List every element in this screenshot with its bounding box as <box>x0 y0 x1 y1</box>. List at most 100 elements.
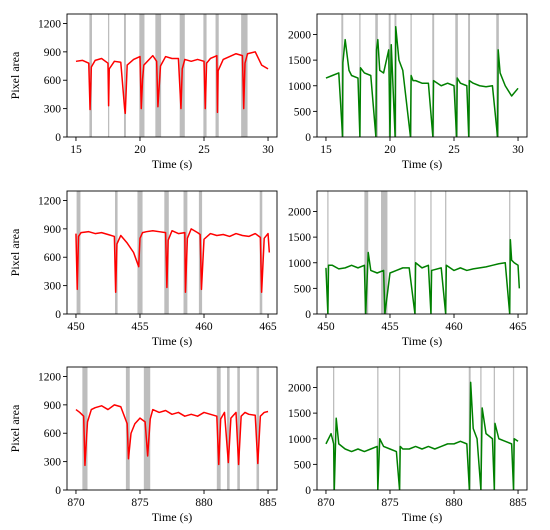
x-tick-label: 20 <box>134 144 146 156</box>
x-axis-label: Time (s) <box>152 334 193 348</box>
x-tick-label: 450 <box>317 321 335 333</box>
y-tick-label: 0 <box>305 309 311 321</box>
shaded-interval-2 <box>364 191 369 314</box>
x-tick-label: 25 <box>198 144 210 156</box>
x-axis-label: Time (s) <box>402 334 443 348</box>
shaded-interval-8 <box>455 14 458 137</box>
shaded-interval-1 <box>82 367 88 490</box>
y-tick-label: 900 <box>44 224 62 236</box>
x-tick-label: 15 <box>320 144 332 156</box>
shaded-interval-1 <box>333 367 335 490</box>
shaded-interval-3 <box>143 367 151 490</box>
y-tick-label: 0 <box>305 132 311 144</box>
shaded-interval-6 <box>237 367 240 490</box>
x-axis-label: Time (s) <box>402 510 443 524</box>
y-tick-label: 500 <box>294 106 312 118</box>
y-tick-label: 2000 <box>288 383 311 395</box>
shaded-interval-5 <box>155 14 162 137</box>
x-tick-label: 880 <box>195 497 213 509</box>
y-tick-label: 500 <box>294 283 312 295</box>
x-tick-label: 885 <box>259 497 277 509</box>
series-line-1 <box>75 51 269 115</box>
shaded-interval-4 <box>414 191 416 314</box>
shaded-interval-7 <box>256 367 260 490</box>
y-tick-label: 1200 <box>38 18 61 30</box>
axes-frame <box>66 190 278 315</box>
y-tick-label: 2000 <box>288 30 311 42</box>
x-tick-label: 15 <box>70 144 82 156</box>
shaded-interval-7 <box>432 14 435 137</box>
chart-panel-5: 870 875 880 885 0 300 600 900 1200 Time (s) Pixel … <box>8 366 278 524</box>
chart-panel-3: 450 455 460 465 0 300 600 900 1200 Time (s) Pixel … <box>8 190 278 348</box>
y-tick-label: 0 <box>55 485 61 497</box>
y-tick-label: 0 <box>55 309 61 321</box>
x-tick-label: 460 <box>445 321 463 333</box>
shaded-interval-6 <box>445 191 447 314</box>
x-axis-label: Time (s) <box>152 157 193 171</box>
x-tick-label: 30 <box>512 144 524 156</box>
y-tick-label: 600 <box>44 252 62 264</box>
shaded-interval-9 <box>468 14 471 137</box>
shaded-interval-3 <box>398 367 401 490</box>
y-axis-label: Pixel area <box>8 404 22 452</box>
y-tick-label: 300 <box>44 104 62 116</box>
y-tick-label: 1200 <box>38 371 61 383</box>
x-tick-label: 885 <box>509 497 527 509</box>
y-tick-label: 500 <box>294 459 312 471</box>
series-line-1 <box>75 404 269 467</box>
y-tick-label: 1200 <box>38 195 61 207</box>
axes-frame <box>66 366 278 491</box>
shaded-interval-4 <box>139 14 145 137</box>
series-line-1 <box>75 228 271 293</box>
y-tick-label: 1500 <box>288 232 311 244</box>
x-tick-label: 465 <box>259 321 277 333</box>
chart-panel-6: 870 875 880 885 0 500 1000 1500 2000 Time (s) <box>288 366 528 524</box>
x-tick-label: 875 <box>131 497 149 509</box>
shaded-interval-2 <box>377 367 379 490</box>
x-tick-label: 30 <box>262 144 274 156</box>
shaded-interval-1 <box>327 191 329 314</box>
shaded-interval-5 <box>480 367 482 490</box>
axes-frame <box>316 366 528 491</box>
y-tick-label: 1500 <box>288 55 311 67</box>
x-tick-label: 880 <box>445 497 463 509</box>
shaded-interval-3 <box>381 191 388 314</box>
axes-frame <box>316 13 528 138</box>
y-tick-label: 1000 <box>288 258 311 270</box>
x-tick-label: 450 <box>67 321 85 333</box>
axes-frame <box>316 190 528 315</box>
x-tick-label: 25 <box>448 144 460 156</box>
x-tick-label: 455 <box>131 321 149 333</box>
shaded-interval-3 <box>123 14 126 137</box>
y-tick-label: 1500 <box>288 408 311 420</box>
y-tick-label: 300 <box>44 281 62 293</box>
y-tick-label: 1000 <box>288 81 311 93</box>
series-line-1 <box>325 26 519 137</box>
y-axis-label: Pixel area <box>8 228 22 276</box>
y-tick-label: 0 <box>55 132 61 144</box>
y-tick-label: 600 <box>44 75 62 87</box>
x-tick-label: 875 <box>381 497 399 509</box>
chart-panel-4: 450 455 460 465 0 500 1000 1500 2000 Time (s) <box>288 190 528 348</box>
x-tick-label: 20 <box>384 144 396 156</box>
y-tick-label: 900 <box>44 400 62 412</box>
x-tick-label: 460 <box>195 321 213 333</box>
x-tick-label: 870 <box>317 497 335 509</box>
x-axis-label: Time (s) <box>402 157 443 171</box>
y-tick-label: 1000 <box>288 434 311 446</box>
x-axis-label: Time (s) <box>152 510 193 524</box>
y-tick-label: 2000 <box>288 207 311 219</box>
shaded-interval-5 <box>227 367 230 490</box>
axes-frame <box>66 13 278 138</box>
shaded-interval-5 <box>430 191 432 314</box>
chart-panel-2: 15 20 25 30 0 500 1000 1500 2000 Time (s) <box>288 13 528 171</box>
x-tick-label: 870 <box>67 497 85 509</box>
series-line-1 <box>325 238 521 314</box>
y-axis-label: Pixel area <box>8 51 22 99</box>
x-tick-label: 465 <box>509 321 527 333</box>
y-tick-label: 900 <box>44 47 62 59</box>
shaded-interval-7 <box>512 367 515 490</box>
series-line-1 <box>325 381 519 490</box>
